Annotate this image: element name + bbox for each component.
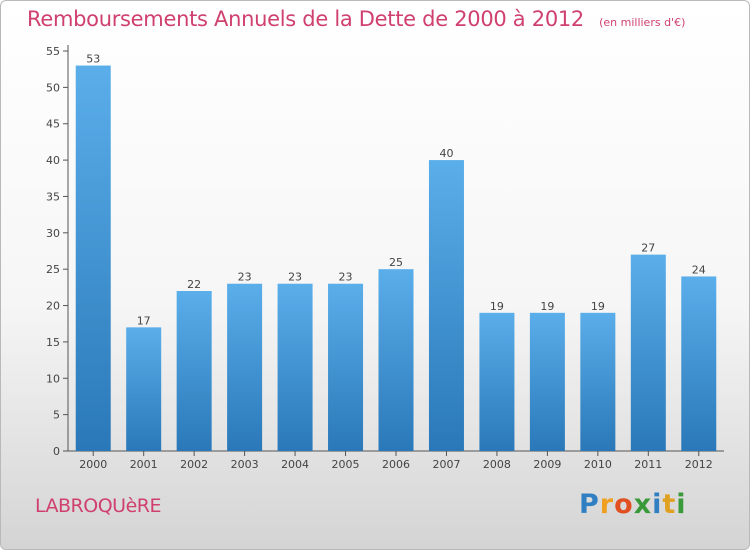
logo-letter: r [599, 489, 615, 520]
bar-value-label: 19 [540, 300, 554, 313]
bar [176, 291, 212, 451]
x-tick-label: 2007 [432, 458, 460, 471]
y-tick-label: 40 [46, 154, 60, 167]
y-tick-label: 45 [46, 118, 60, 131]
bar [428, 160, 464, 451]
x-tick-label: 2010 [584, 458, 612, 471]
logo-letter: i [652, 489, 663, 520]
proxiti-logo: Proxiti [579, 489, 687, 520]
bar [630, 254, 666, 451]
x-tick-label: 2005 [332, 458, 360, 471]
bar [378, 269, 414, 451]
x-tick-label: 2004 [281, 458, 309, 471]
logo-letter: o [614, 489, 634, 520]
logo-letter: x [633, 489, 653, 520]
logo-letter: P [579, 489, 600, 520]
x-tick-label: 2000 [79, 458, 107, 471]
bar-value-label: 23 [238, 271, 252, 284]
bar-value-label: 17 [137, 314, 151, 327]
bar-value-label: 19 [591, 300, 605, 313]
bar [328, 283, 364, 451]
bar [227, 283, 263, 451]
y-tick-label: 15 [46, 336, 60, 349]
x-tick-label: 2002 [180, 458, 208, 471]
axes: 0 5 10 15 20 25 30 35 40 45 50 55 2000 2001 2002 2003 20… [46, 45, 724, 471]
x-tick-label: 2001 [130, 458, 158, 471]
bar [681, 276, 717, 451]
bar-value-label: 53 [86, 53, 100, 66]
chart-subtitle: (en milliers d'€) [599, 16, 686, 29]
bar [126, 327, 162, 451]
bar [529, 312, 565, 451]
bars-group: 53 17 22 23 23 23 25 40 19 19 19 27 24 [75, 53, 717, 451]
x-tick-label: 2006 [382, 458, 410, 471]
x-tick-label: 2009 [533, 458, 561, 471]
y-tick-label: 30 [46, 227, 60, 240]
bar [75, 65, 111, 451]
y-tick-label: 55 [46, 45, 60, 58]
bar-value-label: 23 [339, 271, 353, 284]
logo-letter: t [662, 489, 677, 520]
bar-value-label: 23 [288, 271, 302, 284]
x-tick-label: 2011 [634, 458, 662, 471]
bar-value-label: 27 [641, 242, 655, 255]
x-tick-label: 2003 [231, 458, 259, 471]
commune-name: LABROQUèRE [35, 495, 161, 517]
bar [580, 312, 616, 451]
y-tick-label: 5 [53, 409, 60, 422]
y-tick-label: 25 [46, 263, 60, 276]
logo-letter: i [676, 489, 687, 520]
bar-value-label: 19 [490, 300, 504, 313]
y-tick-label: 0 [53, 445, 60, 458]
y-tick-label: 35 [46, 190, 60, 203]
bar-value-label: 22 [187, 278, 201, 291]
bar-value-label: 40 [439, 147, 453, 160]
bar-value-label: 25 [389, 256, 403, 269]
y-tick-label: 50 [46, 81, 60, 94]
x-tick-label: 2008 [483, 458, 511, 471]
y-tick-label: 10 [46, 372, 60, 385]
bar [277, 283, 313, 451]
x-tick-label: 2012 [685, 458, 713, 471]
bar-value-label: 24 [692, 263, 706, 276]
bar [479, 312, 515, 451]
chart-title: Remboursements Annuels de la Dette de 20… [27, 7, 584, 31]
y-tick-label: 20 [46, 300, 60, 313]
chart-title-row: Remboursements Annuels de la Dette de 20… [27, 7, 685, 31]
